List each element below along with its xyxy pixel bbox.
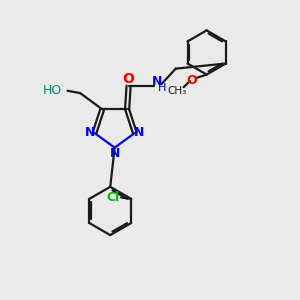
Text: Cl: Cl bbox=[107, 190, 120, 204]
Text: CH₃: CH₃ bbox=[168, 86, 187, 96]
Text: N: N bbox=[152, 75, 163, 88]
Text: O: O bbox=[123, 72, 134, 86]
Text: O: O bbox=[187, 74, 197, 87]
Text: N: N bbox=[85, 126, 96, 139]
Text: H: H bbox=[158, 83, 166, 93]
Text: N: N bbox=[110, 147, 120, 160]
Text: HO: HO bbox=[43, 84, 62, 97]
Text: N: N bbox=[134, 126, 144, 139]
